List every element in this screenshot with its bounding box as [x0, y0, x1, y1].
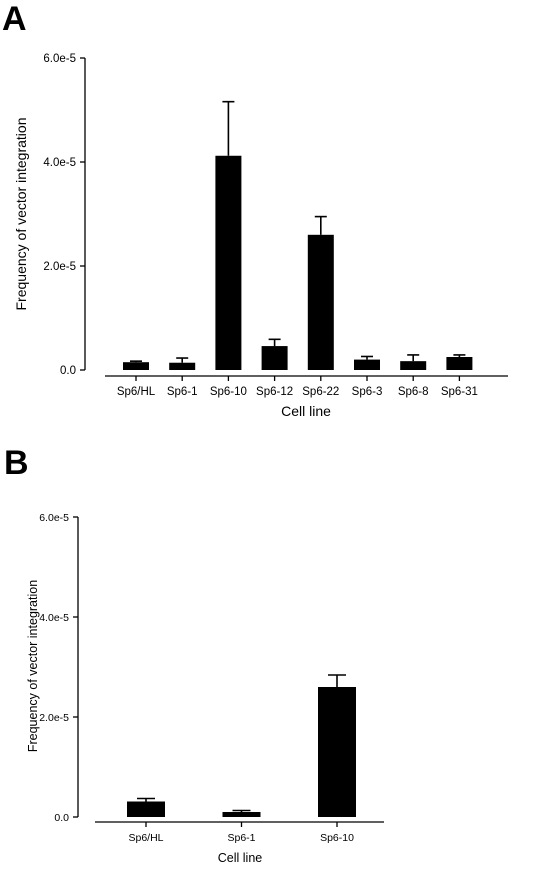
bar — [307, 234, 334, 370]
bar — [318, 687, 356, 817]
y-tick-label: 0.0 — [54, 812, 69, 824]
x-tick-label: Sp6-1 — [227, 832, 255, 844]
x-tick-label: Sp6-22 — [302, 386, 339, 398]
x-tick-label: Sp6-12 — [256, 386, 293, 398]
x-axis-title: Cell line — [281, 403, 331, 419]
y-tick-label: 4.0e-5 — [39, 612, 69, 624]
y-axis-title: Frequency of vector integration — [13, 118, 29, 311]
chart-a: 0.0 2.0e-5 4.0e-5 6.0e-5 Sp6/HL Sp6-1 Sp6-10 Sp… — [13, 53, 508, 419]
x-tick-label: Sp6-31 — [441, 386, 478, 398]
y-tick-label: 6.0e-5 — [43, 53, 76, 65]
bar — [400, 361, 427, 370]
x-tick-label: Sp6/HL — [117, 386, 156, 398]
x-tick-label: Sp6-10 — [210, 386, 247, 398]
y-tick-label: 6.0e-5 — [39, 512, 69, 524]
x-tick-label: Sp6/HL — [128, 832, 163, 844]
x-tick-label: Sp6-3 — [352, 386, 383, 398]
x-tick-label: Sp6-8 — [398, 386, 429, 398]
bar — [354, 359, 380, 370]
x-tick-label: Sp6-1 — [167, 386, 198, 398]
y-tick-label: 2.0e-5 — [39, 712, 69, 724]
bar — [446, 357, 473, 370]
y-tick-label: 0.0 — [60, 365, 76, 377]
x-tick-label: Sp6-10 — [320, 832, 354, 844]
bar — [222, 812, 261, 817]
bar — [261, 346, 288, 370]
bar — [127, 801, 165, 817]
y-axis-title: Frequency of vector integration — [26, 580, 40, 752]
bar — [169, 362, 196, 370]
bar — [215, 155, 242, 370]
y-tick-label: 4.0e-5 — [43, 157, 76, 169]
y-tick-label: 2.0e-5 — [43, 261, 76, 273]
panel-b-label: B — [4, 444, 29, 482]
x-axis-title: Cell line — [218, 851, 263, 865]
panel-a-label: A — [2, 0, 27, 38]
bar — [123, 362, 149, 370]
